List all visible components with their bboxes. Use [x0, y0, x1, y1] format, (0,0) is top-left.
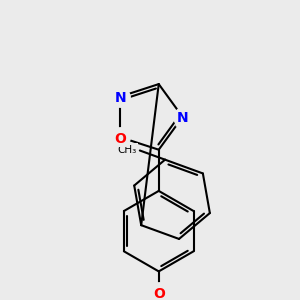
Text: N: N	[177, 111, 188, 125]
Text: O: O	[114, 132, 126, 146]
Text: CH₃: CH₃	[118, 145, 137, 154]
Text: N: N	[114, 91, 126, 105]
Text: O: O	[153, 287, 165, 300]
